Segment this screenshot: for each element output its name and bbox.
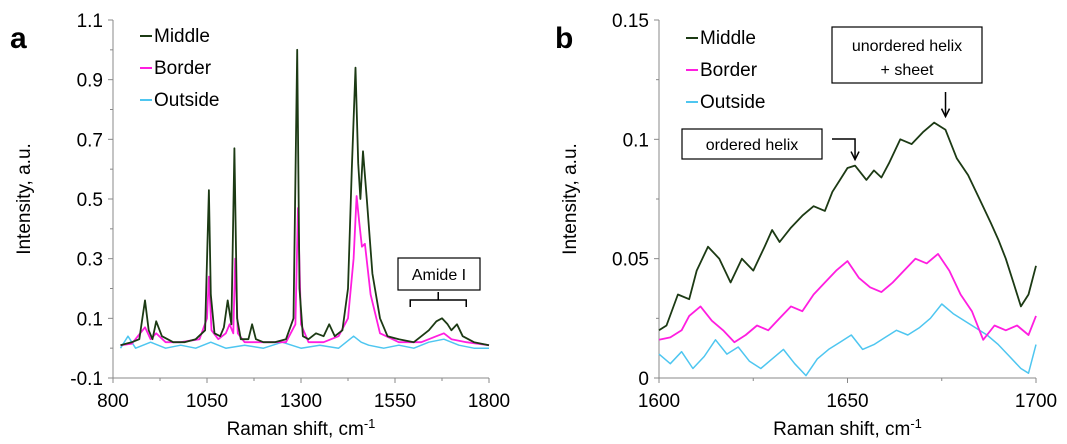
panel-a-series-middle (120, 48, 490, 347)
panel-a-x-tick-label: 1300 (280, 391, 322, 412)
panel-a-legend-label-border: Border (154, 58, 212, 79)
panel-b-letter: b (555, 22, 573, 55)
panel-a-x-tick-label: 800 (97, 391, 129, 412)
panel-a-legend-label-outside: Outside (154, 90, 219, 111)
panel-b-ordered-arrowhead (850, 151, 860, 162)
panel-a-letter: a (10, 22, 27, 55)
panel-a-y-tick-label: 0.9 (77, 71, 103, 92)
panel-b-y-tick-label: 0 (638, 369, 649, 390)
panel-a-y-tick-label: 1.1 (77, 11, 103, 32)
panel-b-unordered-box (831, 26, 983, 84)
panel-a-y-tick-label: 0.3 (77, 250, 103, 271)
panel-a-amide-bracket (409, 292, 467, 307)
panel-b-series-middle (658, 121, 1037, 332)
panel-b-x-axis-label: Raman shift, cm-1 (773, 416, 922, 441)
panel-a-legend-label-middle: Middle (154, 26, 210, 47)
panel-a-amide-box (397, 257, 481, 291)
panel-a-y-tick-label: 0.7 (77, 130, 103, 151)
panel-a-series-outside (119, 335, 489, 349)
panel-a-x-tick-label: 1550 (374, 391, 416, 412)
panel-b-legend-label-border: Border (700, 60, 758, 81)
panel-b-x-tick-label: 1700 (1015, 391, 1057, 412)
panel-b-x-tick-label: 1650 (826, 391, 868, 412)
panel-b-y-tick-label: 0.1 (623, 130, 649, 151)
panel-b-unordered-label: unordered helix (852, 38, 962, 55)
panel-b-ordered-label: ordered helix (706, 137, 799, 154)
panel-a-y-tick-label: -0.1 (70, 369, 103, 390)
panel-b-legend-label-middle: Middle (700, 28, 756, 49)
panel-a-y-tick-label: 0.5 (77, 190, 103, 211)
panel-a-amide-label: Amide I (412, 267, 466, 284)
panel-b-unordered-label-2: + sheet (881, 62, 934, 79)
panel-a-x-tick-label: 1050 (186, 391, 228, 412)
panel-b-unordered-arrowhead (940, 108, 951, 119)
panel-b-series-outside (658, 303, 1037, 377)
panel-a-y-tick-label: 0.1 (77, 309, 103, 330)
panel-b-x-tick-label: 1600 (638, 391, 680, 412)
panel-a-y-axis-label: Intensity, a.u. (14, 143, 35, 255)
panel-b-y-axis-label: Intensity, a.u. (560, 143, 581, 255)
panel-b-y-tick-label: 0.05 (612, 250, 649, 271)
panel-b-ordered-box (681, 128, 823, 160)
panel-b-series-border (658, 253, 1037, 344)
panel-a-x-tick-label: 1800 (468, 391, 510, 412)
panel-a-x-axis-label: Raman shift, cm-1 (227, 416, 376, 441)
panel-b-ordered-arrow (832, 138, 856, 160)
panel-b-y-tick-label: 0.15 (612, 11, 649, 32)
panel-b-legend-label-outside: Outside (700, 92, 765, 113)
